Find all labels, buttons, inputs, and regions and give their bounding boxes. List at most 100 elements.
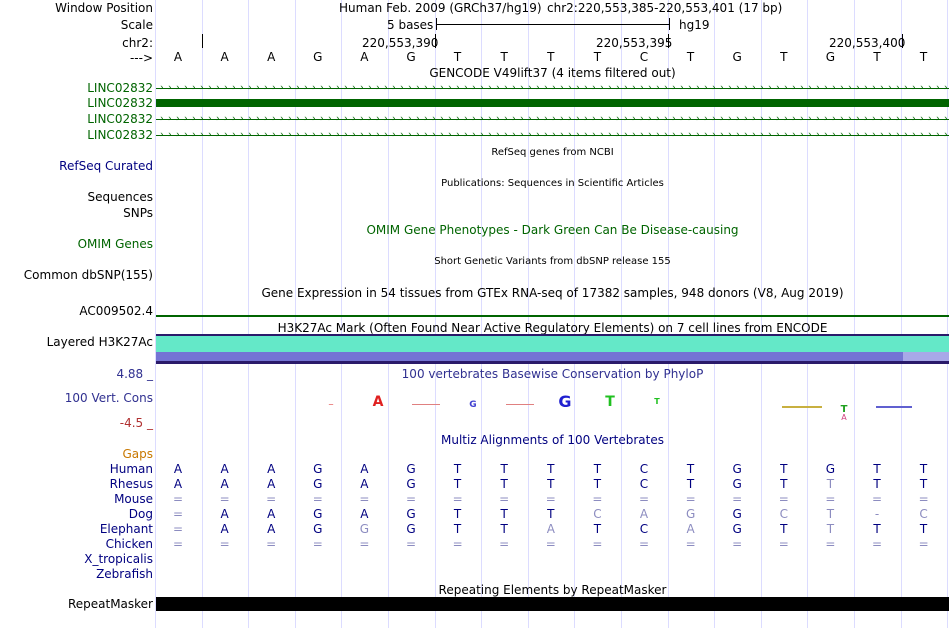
strand-chevron: ›	[936, 130, 940, 140]
strand-arrow-label[interactable]: --->	[129, 51, 153, 65]
gencode-exon-block[interactable]	[156, 99, 949, 107]
species-label[interactable]: Chicken	[105, 537, 153, 551]
conservation-title[interactable]: 100 vertebrates Basewise Conservation by…	[401, 367, 704, 381]
gencode-intron-line[interactable]	[156, 119, 949, 120]
strand-chevron: ›	[168, 130, 172, 140]
strand-chevron: ›	[280, 83, 284, 93]
base-letter: A	[220, 50, 229, 64]
species-label[interactable]: Rhesus	[109, 477, 153, 491]
strand-chevron: ›	[696, 130, 700, 140]
grid-line	[621, 0, 622, 628]
gtex-gene-line[interactable]	[156, 315, 949, 317]
strand-chevron: ›	[616, 83, 620, 93]
species-label[interactable]: Mouse	[114, 492, 153, 506]
gencode-intron-line[interactable]	[156, 135, 949, 136]
strand-chevron: ›	[920, 83, 924, 93]
strand-chevron: ›	[280, 130, 284, 140]
alignment-base: C	[639, 477, 649, 491]
strand-chevron: ›	[160, 114, 164, 124]
dbsnp-title[interactable]: Short Genetic Variants from dbSNP releas…	[434, 256, 671, 267]
h3k27ac-signal-teal[interactable]	[156, 336, 949, 352]
strand-chevron: ›	[600, 130, 604, 140]
strand-chevron: ›	[512, 83, 516, 93]
conservation-min: -4.5 _	[119, 416, 153, 430]
sequences-label[interactable]: Sequences	[87, 190, 153, 204]
multiz-title[interactable]: Multiz Alignments of 100 Vertebrates	[440, 433, 665, 447]
conservation-logo[interactable]: ─ A G G T T T A T	[156, 380, 949, 422]
gaps-label[interactable]: Gaps	[122, 447, 153, 461]
repeatmasker-label[interactable]: RepeatMasker	[67, 597, 153, 611]
strand-chevron: ›	[408, 130, 412, 140]
grid-line	[854, 0, 855, 628]
strand-chevron: ›	[552, 130, 556, 140]
logo-a-small2	[506, 404, 534, 405]
gencode-item-label[interactable]: LINC02832	[87, 128, 153, 142]
grid-line	[341, 0, 343, 628]
alignment-base: =	[405, 492, 417, 506]
strand-chevron: ›	[616, 130, 620, 140]
species-label[interactable]: Elephant	[99, 522, 153, 536]
strand-chevron: ›	[360, 83, 364, 93]
strand-chevron: ›	[272, 83, 276, 93]
alignment-base: T	[593, 462, 602, 476]
species-label[interactable]: Human	[109, 462, 153, 476]
alignment-base: =	[219, 492, 230, 506]
snps-label[interactable]: SNPs	[123, 206, 153, 220]
strand-chevron: ›	[480, 114, 484, 124]
strand-chevron: ›	[648, 114, 652, 124]
gencode-item-label[interactable]: LINC02832	[87, 112, 153, 126]
species-label[interactable]: Zebrafish	[96, 567, 153, 581]
conservation-label[interactable]: 100 Vert. Cons	[64, 391, 153, 405]
gtex-label[interactable]: AC009502.4	[79, 304, 153, 318]
base-letter: A	[173, 50, 183, 64]
species-label[interactable]: Dog	[128, 507, 153, 521]
strand-chevron: ›	[664, 114, 668, 124]
omim-title[interactable]: OMIM Gene Phenotypes - Dark Green Can Be…	[366, 223, 739, 237]
strand-chevron: ›	[216, 114, 220, 124]
strand-chevron: ›	[688, 83, 692, 93]
strand-chevron: ›	[480, 130, 484, 140]
refseq-label[interactable]: RefSeq Curated	[59, 159, 153, 173]
alignment-base: G	[359, 522, 370, 536]
db-label: hg19	[679, 18, 710, 32]
base-letter: T	[686, 50, 695, 64]
h3k27ac-label[interactable]: Layered H3K27Ac	[46, 335, 153, 349]
grid-line	[574, 0, 576, 628]
strand-chevron: ›	[440, 114, 444, 124]
strand-chevron: ›	[632, 130, 636, 140]
omim-label[interactable]: OMIM Genes	[77, 237, 153, 251]
strand-chevron: ›	[344, 130, 348, 140]
dbsnp-label[interactable]: Common dbSNP(155)	[23, 268, 153, 282]
alignment-base: =	[266, 537, 277, 551]
species-label[interactable]: X_tropicalis	[84, 552, 153, 566]
strand-chevron: ›	[864, 114, 868, 124]
gencode-title[interactable]: GENCODE V49lift37 (4 items filtered out)	[429, 66, 676, 80]
strand-chevron: ›	[640, 114, 644, 124]
gencode-item-label[interactable]: LINC02832	[87, 81, 153, 95]
gencode-intron-line[interactable]	[156, 88, 949, 89]
gtex-title[interactable]: Gene Expression in 54 tissues from GTEx …	[261, 286, 844, 300]
strand-chevron: ›	[256, 114, 260, 124]
strand-chevron: ›	[296, 83, 300, 93]
alignment-base: =	[871, 492, 883, 506]
refseq-title[interactable]: RefSeq genes from NCBI	[491, 147, 614, 158]
base-letter: G	[406, 50, 416, 64]
strand-chevron: ›	[168, 83, 172, 93]
strand-chevron: ›	[656, 130, 660, 140]
alignment-base: -	[874, 507, 880, 521]
alignment-base: A	[173, 462, 183, 476]
grid-line	[760, 0, 762, 628]
strand-chevron: ›	[632, 114, 636, 124]
strand-chevron: ›	[784, 130, 788, 140]
repeatmasker-title[interactable]: Repeating Elements by RepeatMasker	[438, 583, 667, 597]
strand-chevron: ›	[896, 83, 900, 93]
alignment-base: =	[825, 537, 836, 551]
publications-title[interactable]: Publications: Sequences in Scientific Ar…	[441, 178, 664, 189]
strand-chevron: ›	[536, 114, 540, 124]
h3k27ac-signal-purple[interactable]	[156, 352, 949, 361]
strand-chevron: ›	[288, 130, 292, 140]
strand-chevron: ›	[160, 130, 164, 140]
gencode-item-label[interactable]: LINC02832	[87, 96, 153, 110]
h3k27ac-title[interactable]: H3K27Ac Mark (Often Found Near Active Re…	[277, 321, 828, 335]
repeatmasker-block[interactable]	[156, 597, 949, 611]
